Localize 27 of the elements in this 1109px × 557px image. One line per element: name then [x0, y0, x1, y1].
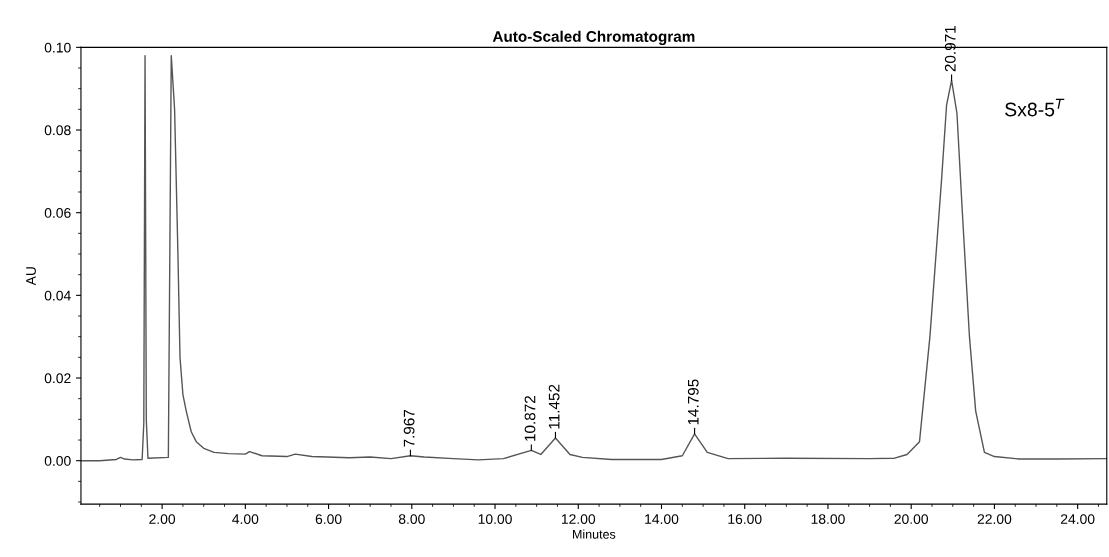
x-tick-label: 8.00 — [398, 514, 425, 525]
y-axis-title: AU — [26, 267, 36, 286]
chart-title: Auto-Scaled Chromatogram — [492, 30, 695, 46]
x-tick-label: 18.00 — [811, 514, 845, 525]
x-tick-label: 4.00 — [232, 514, 259, 525]
x-tick-label: 20.00 — [894, 514, 929, 525]
x-tick-label: 16.00 — [728, 514, 762, 525]
x-tick-label: 2.00 — [149, 514, 176, 525]
x-tick-label: 22.00 — [977, 514, 1012, 525]
y-tick-label: 0.00 — [44, 456, 71, 466]
x-axis-title: Minutes — [573, 529, 616, 539]
x-tick-label: 10.00 — [478, 514, 512, 525]
y-tick-label: 0.10 — [44, 42, 71, 53]
x-tick-label: 24.00 — [1060, 514, 1095, 525]
annotation: 14.795 — [687, 379, 699, 425]
y-tick-label: 0.06 — [44, 208, 71, 218]
x-tick-label: 12.00 — [561, 514, 596, 525]
y-tick-label: 0.02 — [44, 373, 71, 384]
x-tick-label: 14.00 — [645, 514, 679, 525]
annotation: Sx8-5$^{T}$ — [1005, 98, 1065, 117]
annotation: 20.971 — [944, 26, 956, 72]
annotation: 11.452 — [548, 384, 560, 429]
y-tick-label: 0.04 — [44, 290, 71, 301]
annotation: 7.967 — [403, 409, 415, 447]
annotation: 10.872 — [524, 396, 536, 441]
y-tick-label: 0.08 — [44, 125, 71, 136]
x-tick-label: 6.00 — [315, 514, 342, 525]
